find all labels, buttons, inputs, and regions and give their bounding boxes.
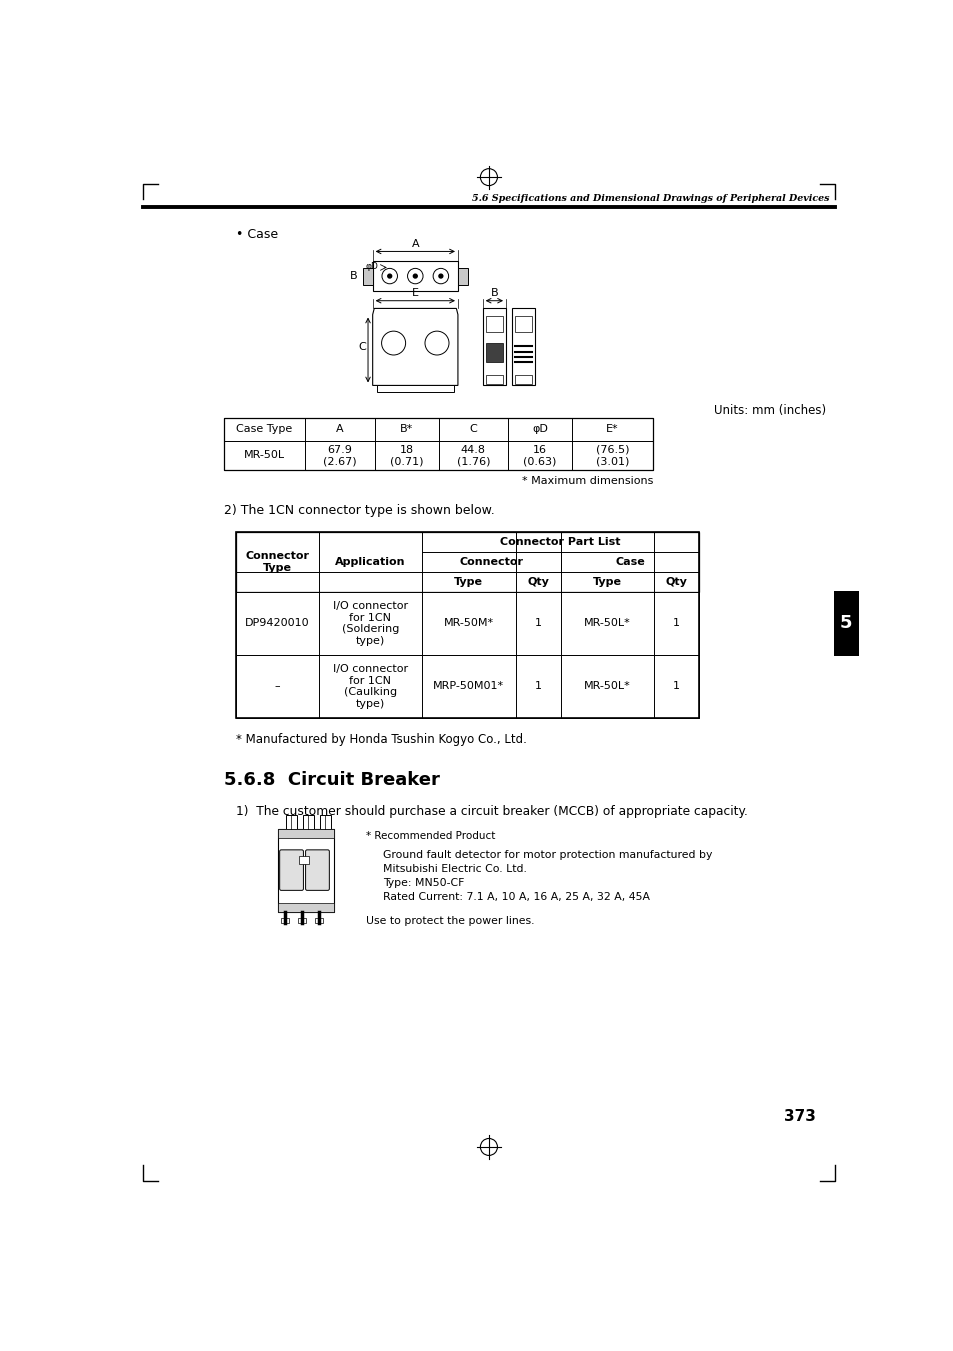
Text: 18
(0.71): 18 (0.71) bbox=[390, 444, 423, 466]
Text: Connector
Type: Connector Type bbox=[245, 551, 309, 573]
Text: E*: E* bbox=[605, 424, 618, 434]
Text: Type: MN50-CF: Type: MN50-CF bbox=[382, 878, 464, 888]
Text: * Recommended Product: * Recommended Product bbox=[365, 831, 495, 842]
Text: Qty: Qty bbox=[665, 577, 687, 586]
Bar bbox=[485, 343, 502, 362]
Bar bbox=[457, 267, 468, 285]
Text: –: – bbox=[274, 681, 280, 692]
Bar bbox=[515, 374, 532, 384]
Polygon shape bbox=[373, 308, 457, 385]
Circle shape bbox=[438, 274, 442, 278]
Text: * Maximum dimensions: * Maximum dimensions bbox=[521, 477, 653, 486]
Text: 2) The 1CN connector type is shown below.: 2) The 1CN connector type is shown below… bbox=[224, 504, 494, 516]
Bar bbox=[376, 385, 454, 392]
Text: MRP-50M01*: MRP-50M01* bbox=[433, 681, 504, 692]
Text: MR-50L*: MR-50L* bbox=[583, 681, 630, 692]
Bar bbox=[485, 374, 502, 384]
Text: C: C bbox=[469, 424, 476, 434]
Text: 1: 1 bbox=[672, 619, 679, 628]
Bar bbox=[235, 592, 699, 655]
Text: 1: 1 bbox=[535, 681, 541, 692]
Bar bbox=[485, 316, 502, 331]
Text: DP9420010: DP9420010 bbox=[245, 619, 310, 628]
Bar bbox=[224, 440, 653, 470]
Text: C: C bbox=[358, 342, 366, 351]
Text: • Case: • Case bbox=[235, 228, 277, 240]
Text: B*: B* bbox=[399, 424, 413, 434]
Text: φD: φD bbox=[366, 262, 378, 272]
Text: Units: mm (inches): Units: mm (inches) bbox=[713, 404, 825, 416]
Text: 373: 373 bbox=[783, 1109, 815, 1124]
Bar bbox=[319, 815, 331, 830]
Text: MR-50L: MR-50L bbox=[244, 450, 285, 461]
FancyBboxPatch shape bbox=[279, 850, 303, 890]
Bar bbox=[482, 308, 505, 385]
Bar bbox=[235, 655, 699, 719]
Bar bbox=[515, 316, 532, 331]
Text: I/O connector
for 1CN
(Caulking
type): I/O connector for 1CN (Caulking type) bbox=[333, 665, 408, 709]
Bar bbox=[833, 590, 858, 657]
Text: Type: Type bbox=[593, 577, 621, 586]
Text: B: B bbox=[490, 288, 497, 299]
Text: 1)  The customer should purchase a circuit breaker (MCCB) of appropriate capacit: 1) The customer should purchase a circui… bbox=[235, 805, 746, 819]
Text: 67.9
(2.67): 67.9 (2.67) bbox=[323, 444, 356, 466]
Text: B: B bbox=[349, 272, 356, 281]
Bar bbox=[224, 417, 653, 470]
Text: A: A bbox=[336, 424, 344, 434]
Text: Connector: Connector bbox=[458, 557, 522, 567]
Text: 1: 1 bbox=[672, 681, 679, 692]
Text: Rated Current: 7.1 A, 10 A, 16 A, 25 A, 32 A, 45A: Rated Current: 7.1 A, 10 A, 16 A, 25 A, … bbox=[382, 893, 649, 902]
FancyBboxPatch shape bbox=[305, 850, 329, 890]
Text: 5.6.8  Circuit Breaker: 5.6.8 Circuit Breaker bbox=[224, 770, 439, 789]
Text: φD: φD bbox=[532, 424, 547, 434]
Bar bbox=[278, 830, 334, 838]
Text: Connector Part List: Connector Part List bbox=[499, 536, 619, 547]
Circle shape bbox=[387, 274, 392, 278]
Text: Type: Type bbox=[454, 577, 483, 586]
Bar bbox=[315, 919, 323, 923]
Text: I/O connector
for 1CN
(Soldering
type): I/O connector for 1CN (Soldering type) bbox=[333, 601, 408, 646]
Bar bbox=[278, 902, 334, 912]
Text: 5: 5 bbox=[839, 615, 852, 632]
Text: Case: Case bbox=[615, 557, 644, 567]
Bar bbox=[512, 308, 535, 385]
Bar bbox=[224, 417, 653, 440]
Bar bbox=[303, 815, 314, 830]
Circle shape bbox=[413, 274, 416, 278]
Text: Case Type: Case Type bbox=[236, 424, 293, 434]
Text: 16
(0.63): 16 (0.63) bbox=[523, 444, 557, 466]
Text: 1: 1 bbox=[535, 619, 541, 628]
Text: Ground fault detector for motor protection manufactured by: Ground fault detector for motor protecti… bbox=[382, 850, 711, 859]
Text: MR-50M*: MR-50M* bbox=[443, 619, 494, 628]
Text: 44.8
(1.76): 44.8 (1.76) bbox=[456, 444, 490, 466]
Bar bbox=[362, 267, 373, 285]
Text: A: A bbox=[411, 239, 418, 249]
Text: 5.6 Specifications and Dimensional Drawings of Peripheral Devices: 5.6 Specifications and Dimensional Drawi… bbox=[471, 193, 828, 203]
Bar bbox=[235, 532, 699, 592]
Bar bbox=[278, 830, 334, 912]
Text: Application: Application bbox=[335, 557, 405, 567]
Text: MR-50L*: MR-50L* bbox=[583, 619, 630, 628]
Text: (76.5)
(3.01): (76.5) (3.01) bbox=[596, 444, 629, 466]
Bar bbox=[299, 857, 309, 863]
Bar bbox=[281, 919, 289, 923]
Text: E: E bbox=[412, 288, 418, 299]
Text: Mitsubishi Electric Co. Ltd.: Mitsubishi Electric Co. Ltd. bbox=[382, 865, 526, 874]
Bar bbox=[298, 919, 306, 923]
Bar bbox=[373, 261, 457, 292]
Text: Qty: Qty bbox=[527, 577, 549, 586]
Text: * Manufactured by Honda Tsushin Kogyo Co., Ltd.: * Manufactured by Honda Tsushin Kogyo Co… bbox=[235, 734, 526, 747]
Bar bbox=[286, 815, 296, 830]
Bar bbox=[235, 532, 699, 719]
Text: Use to protect the power lines.: Use to protect the power lines. bbox=[365, 916, 534, 925]
